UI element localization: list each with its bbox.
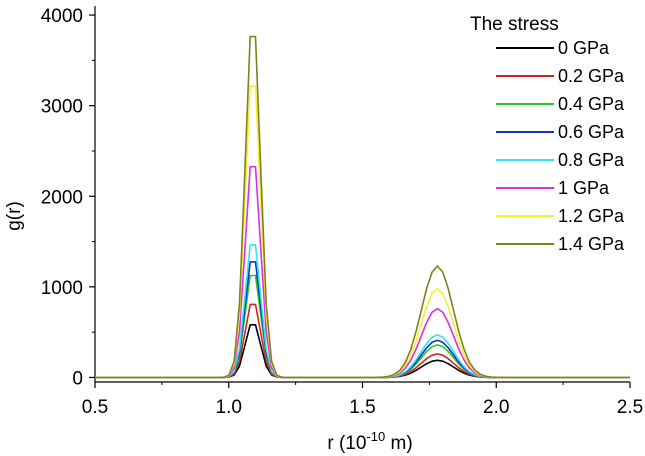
series-line: [95, 261, 630, 379]
series-line: [95, 323, 630, 379]
plot-frame: [94, 6, 630, 383]
y-tick-label: 4000: [41, 6, 83, 27]
legend: The stress 0 GPa 0.2 GPa 0.4 GPa 0.6 GPa 0.8 …: [470, 14, 625, 254]
series-line: [95, 85, 630, 379]
x-tick-label: 0.5: [82, 397, 108, 418]
series-line: [95, 35, 630, 379]
x-axis-title-exponent: -10: [366, 429, 385, 444]
x-tick-label: 2.0: [483, 397, 509, 418]
ticks-layer: 0.5 1.0 1.5 2.0 2.5 0 1000 2000 3000 4000: [41, 6, 643, 418]
series-line: [95, 244, 630, 379]
legend-label: 1.2 GPa: [558, 206, 625, 226]
y-tick-label: 2000: [41, 187, 83, 208]
legend-label: 1 GPa: [558, 178, 610, 198]
legend-label: 0.8 GPa: [558, 150, 625, 170]
x-tick-label: 1.0: [216, 397, 242, 418]
series-line: [95, 274, 630, 379]
x-axis-title-unit: m): [385, 433, 412, 454]
series-layer: [95, 35, 630, 379]
y-tick-label: 3000: [41, 97, 83, 118]
x-tick-label: 1.5: [349, 397, 375, 418]
legend-title: The stress: [470, 14, 559, 35]
x-axis-title: r (10-10 m): [327, 429, 412, 454]
y-tick-label: 1000: [41, 278, 83, 299]
series-line: [95, 165, 630, 379]
y-axis-title: g(r): [4, 201, 25, 231]
legend-label: 0.6 GPa: [558, 122, 625, 142]
legend-label: 1.4 GPa: [558, 234, 625, 254]
legend-label: 0.2 GPa: [558, 66, 625, 86]
series-line: [95, 303, 630, 379]
x-tick-label: 2.5: [617, 397, 643, 418]
y-tick-label: 0: [72, 368, 83, 389]
legend-label: 0.4 GPa: [558, 94, 625, 114]
legend-label: 0 GPa: [558, 38, 610, 58]
x-axis-title-base: r (10: [327, 433, 366, 454]
